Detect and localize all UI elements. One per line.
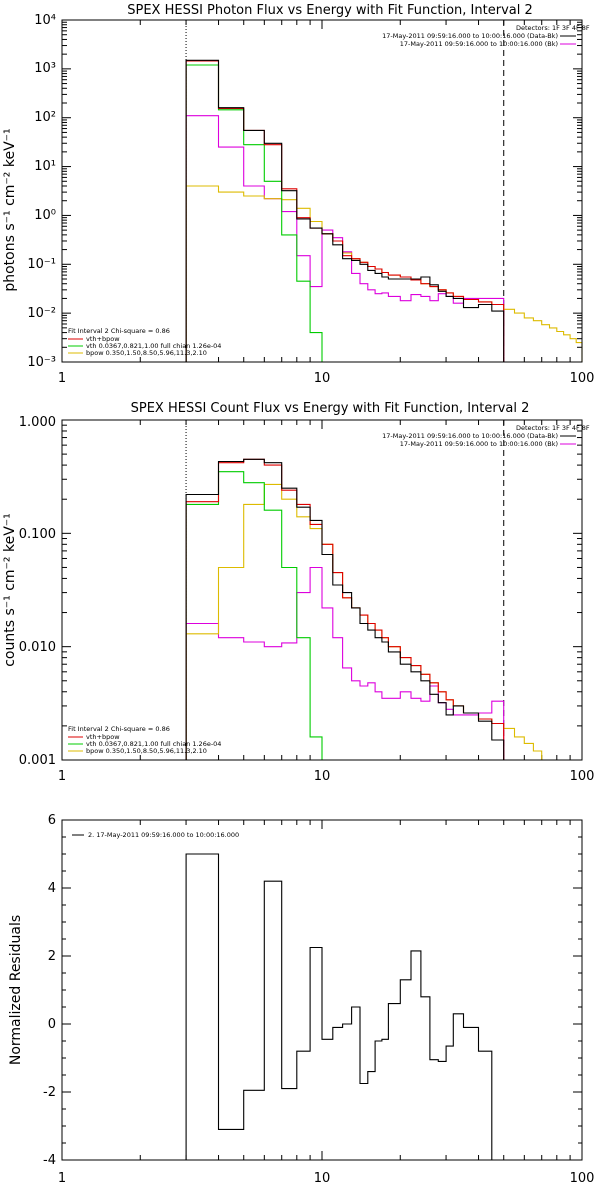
series-bpow xyxy=(185,185,583,362)
residuals-y-tick-label: -2 xyxy=(43,1085,56,1100)
residuals-y-tick-label: -4 xyxy=(43,1153,56,1168)
residuals-plot-frame xyxy=(61,819,583,1161)
photon-y-tick-label: 10¹ xyxy=(34,159,56,174)
count-legend-bottom: Fit Interval 2 Chi-square = 0.86 vth+bpo… xyxy=(68,725,221,755)
photon-y-tick-label: 10⁰ xyxy=(34,208,56,223)
residuals-x-tick-label: 100 xyxy=(570,1171,595,1186)
series-vth xyxy=(185,64,333,363)
legend-text: 17-May-2011 09:59:16.000 to 10:00:16.000… xyxy=(382,32,558,40)
photon-x-tick-label: 1 xyxy=(58,371,66,386)
legend-text: Fit Interval 2 Chi-square = 0.86 xyxy=(68,327,170,335)
residuals-y-tick-label: 4 xyxy=(48,881,56,896)
count-x-tick-label: 100 xyxy=(570,769,595,784)
photon-plot-content xyxy=(61,20,583,363)
series-vth xyxy=(185,471,333,761)
photon-legend-bottom: Fit Interval 2 Chi-square = 0.86 vth+bpo… xyxy=(68,327,221,357)
legend-text: Detectors: 1F 3F 4F 8F xyxy=(516,24,590,32)
legend-text: 17-May-2011 09:59:16.000 to 10:00:16.000… xyxy=(400,440,558,448)
count-chart-title: SPEX HESSI Count Flux vs Energy with Fit… xyxy=(131,401,530,416)
residuals-panel: Normalized Residuals 1 10 100 -4 -2 0 2 … xyxy=(8,813,594,1186)
series-bk xyxy=(185,566,505,760)
legend-text: Fit Interval 2 Chi-square = 0.86 xyxy=(68,725,170,733)
series-residuals xyxy=(185,853,493,1160)
photon-y-tick-label: 10⁻¹ xyxy=(27,257,56,272)
photon-y-tick-label: 10³ xyxy=(34,61,56,76)
count-y-ticks: 0.001 0.010 0.100 1.000 xyxy=(19,415,56,768)
residuals-y-tick-label: 6 xyxy=(48,813,56,828)
legend-text: vth 0.0367,0.821,1.00 full chian 1.26e-0… xyxy=(86,740,221,748)
legend-text: 17-May-2011 09:59:16.000 to 10:00:16.000… xyxy=(382,432,558,440)
photon-x-tick-label: 10 xyxy=(314,371,331,386)
legend-text: vth+bpow xyxy=(86,335,120,343)
photon-y-tick-label: 10⁻² xyxy=(27,306,56,321)
series-vth-plus-bpow xyxy=(185,60,505,362)
residuals-y-axis-label: Normalized Residuals xyxy=(8,915,24,1065)
series-data-minus-bk xyxy=(185,59,505,362)
residuals-plot-content xyxy=(61,819,582,1161)
residuals-y-ticks: -4 -2 0 2 4 6 xyxy=(43,813,56,1168)
photon-x-tick-label: 100 xyxy=(570,371,595,386)
photon-plot-frame xyxy=(61,19,583,363)
count-y-tick-label: 0.010 xyxy=(19,640,56,655)
photon-y-tick-label: 10² xyxy=(34,110,56,125)
residuals-x-tick-label: 10 xyxy=(314,1171,331,1186)
count-y-axis-label: counts s⁻¹ cm⁻² keV⁻¹ xyxy=(2,513,18,667)
count-legend-top: Detectors: 1F 3F 4F 8F 17-May-2011 09:59… xyxy=(382,424,590,448)
legend-text: 2. 17-May-2011 09:59:16.000 to 10:00:16.… xyxy=(88,831,239,839)
count-x-tick-label: 1 xyxy=(58,769,66,784)
count-y-tick-label: 1.000 xyxy=(19,415,56,430)
count-plot-content xyxy=(61,420,582,761)
series-bk xyxy=(185,115,505,362)
count-y-tick-label: 0.001 xyxy=(19,753,56,768)
photon-y-tick-label: 10⁻³ xyxy=(27,355,56,370)
count-y-tick-label: 0.100 xyxy=(19,527,56,542)
legend-text: vth 0.0367,0.821,1.00 full chian 1.26e-0… xyxy=(86,342,221,350)
residuals-y-tick-label: 2 xyxy=(48,949,56,964)
count-flux-panel: SPEX HESSI Count Flux vs Energy with Fit… xyxy=(2,401,594,784)
photon-x-ticks: 1 10 100 xyxy=(58,371,595,386)
legend-text: vth+bpow xyxy=(86,733,120,741)
axis-ticks xyxy=(61,819,582,1161)
photon-y-tick-label: 10⁴ xyxy=(34,13,56,28)
residuals-legend: 2. 17-May-2011 09:59:16.000 to 10:00:16.… xyxy=(72,831,239,839)
count-x-ticks: 1 10 100 xyxy=(58,769,595,784)
residuals-x-ticks: 1 10 100 xyxy=(58,1171,595,1186)
photon-chart-title: SPEX HESSI Photon Flux vs Energy with Fi… xyxy=(127,3,533,18)
photon-y-axis-label: photons s⁻¹ cm⁻² keV⁻¹ xyxy=(2,128,18,291)
legend-text: 17-May-2011 09:59:16.000 to 10:00:16.000… xyxy=(400,40,558,48)
count-plot-frame xyxy=(61,419,583,761)
photon-y-ticks: 10⁻³ 10⁻² 10⁻¹ 10⁰ 10¹ 10² 10³ 10⁴ xyxy=(27,13,56,370)
legend-text: bpow 0.350,1.50,8.50,5.96,11.3,2.10 xyxy=(86,747,207,755)
photon-legend-top: Detectors: 1F 3F 4F 8F 17-May-2011 09:59… xyxy=(382,24,590,48)
photon-flux-panel: SPEX HESSI Photon Flux vs Energy with Fi… xyxy=(2,3,594,386)
count-x-tick-label: 10 xyxy=(314,769,331,784)
legend-text: Detectors: 1F 3F 4F 8F xyxy=(516,424,590,432)
legend-text: bpow 0.350,1.50,8.50,5.96,11.3,2.10 xyxy=(86,349,207,357)
series-bpow xyxy=(185,483,582,761)
residuals-y-tick-label: 0 xyxy=(48,1017,56,1032)
series-data-minus-bk xyxy=(185,458,505,760)
residuals-x-tick-label: 1 xyxy=(58,1171,66,1186)
